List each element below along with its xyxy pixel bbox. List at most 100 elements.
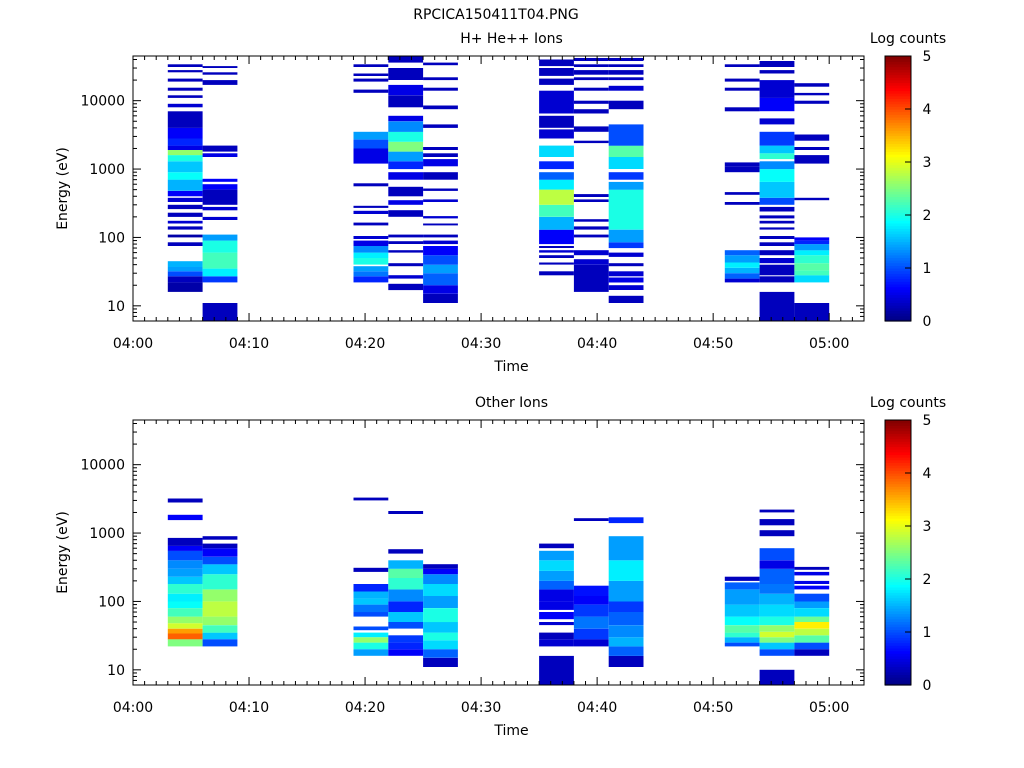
colorbar-segment: [885, 82, 911, 86]
colorbar-segment: [885, 201, 911, 205]
spectrogram-cell: [724, 642, 760, 647]
colorbar-segment: [885, 286, 911, 290]
colorbar-segment: [885, 510, 911, 514]
spectrogram-cell: [794, 270, 830, 276]
spectrogram-cell: [539, 250, 574, 253]
panel-title: Other Ions: [475, 395, 548, 411]
spectrogram-cell: [353, 271, 389, 277]
colorbar-segment: [885, 425, 911, 429]
colorbar-segment: [885, 199, 911, 203]
colorbar-segment: [885, 552, 911, 556]
colorbar-segment: [885, 655, 911, 660]
y-axis-label: Energy (eV): [55, 511, 71, 594]
colorbar-segment: [885, 541, 911, 546]
spectrogram-cell: [423, 285, 458, 294]
colorbar-segment: [885, 465, 911, 469]
spectrogram-cell: [608, 637, 644, 647]
spectrogram-cell: [388, 234, 424, 238]
spectrogram-cell: [573, 596, 609, 605]
spectrogram-cell: [794, 571, 830, 576]
spectrogram-cell: [724, 576, 760, 581]
spectrogram-cell: [388, 283, 424, 291]
colorbar-segment: [885, 674, 911, 678]
colorbar-segment: [885, 679, 911, 683]
spectrogram-cell: [724, 589, 760, 605]
plot-frame: [132, 419, 865, 686]
colorbar-segment: [885, 533, 911, 538]
colorbar-segment: [885, 491, 911, 495]
spectrogram-cell: [539, 612, 574, 620]
spectrogram-cell: [423, 649, 458, 658]
spectrogram-cell: [724, 64, 760, 67]
spectrogram-cell: [388, 115, 424, 122]
colorbar-segment: [885, 467, 911, 471]
colorbar-segment: [885, 454, 911, 458]
x-axis-label: Time: [493, 359, 528, 375]
spectrogram-cell: [608, 157, 644, 169]
spectrogram-cell: [608, 560, 644, 581]
spectrogram-cell: [794, 649, 830, 656]
spectrogram-cell: [388, 210, 424, 217]
colorbar-segment: [885, 645, 911, 649]
colorbar-segment: [885, 621, 911, 625]
colorbar-segment: [885, 191, 911, 195]
spectrogram-cell: [573, 585, 609, 596]
colorbar-segment: [885, 204, 911, 208]
spectrogram-cell: [573, 100, 609, 104]
x-tick-label: 04:20: [345, 700, 385, 716]
colorbar-segment: [885, 283, 911, 288]
spectrogram-cell: [759, 220, 795, 224]
spectrogram-cell: [794, 263, 830, 271]
y-tick-label: 100: [98, 230, 125, 246]
spectrogram-cell: [388, 649, 424, 656]
y-tick-label: 10000: [80, 94, 125, 110]
spectrogram-cell: [202, 574, 238, 590]
spectrogram-cell: [573, 109, 609, 114]
spectrogram-cell: [539, 655, 574, 685]
spectrogram-cell: [573, 250, 609, 256]
spectrogram-cell: [423, 159, 458, 167]
colorbar-segment: [885, 246, 911, 251]
spectrogram-cell: [539, 580, 574, 590]
spectrogram-cell: [759, 61, 795, 67]
spectrogram-cell: [759, 584, 795, 594]
spectrogram-cell: [608, 612, 644, 626]
spectrogram-cell: [794, 134, 830, 141]
spectrogram-cell: [423, 596, 458, 608]
spectrogram-cell: [423, 568, 458, 575]
colorbar-segment: [885, 146, 911, 150]
y-tick-label: 100: [98, 594, 125, 610]
colorbar-segment: [885, 451, 911, 456]
colorbar-segment: [885, 177, 911, 182]
spectrogram-cell: [423, 172, 458, 180]
x-tick-label: 04:30: [461, 336, 501, 352]
spectrogram-cell: [539, 262, 574, 265]
spectrogram-cell: [167, 64, 203, 67]
spectrogram-cell: [167, 593, 203, 602]
colorbar-segment: [885, 151, 911, 155]
spectrogram-cell: [759, 250, 795, 256]
spectrogram-cell: [202, 234, 238, 241]
colorbar-tick-label: 4: [923, 102, 932, 118]
colorbar-segment: [885, 289, 911, 293]
colorbar-segment: [885, 207, 911, 211]
spectrogram-cell: [573, 628, 609, 640]
spectrogram-cell: [167, 276, 203, 283]
colorbar-segment: [885, 520, 911, 524]
spectrogram-cell: [167, 242, 203, 246]
spectrogram-cell: [167, 70, 203, 73]
x-tick-label: 04:10: [229, 700, 269, 716]
spectrogram-cell: [167, 145, 203, 150]
spectrogram-cell: [388, 589, 424, 602]
colorbar-segment: [885, 544, 911, 548]
spectrogram-cell: [423, 657, 458, 667]
colorbar-segment: [885, 183, 911, 187]
colorbar-segment: [885, 584, 911, 588]
spectrogram-cell: [539, 560, 574, 571]
colorbar-segment: [885, 547, 911, 551]
colorbar-segment: [885, 196, 911, 200]
spectrogram-cell: [794, 197, 830, 201]
spectrogram-cell: [608, 271, 644, 277]
spectrogram-cell: [388, 511, 424, 514]
spectrogram-cell: [353, 266, 389, 272]
